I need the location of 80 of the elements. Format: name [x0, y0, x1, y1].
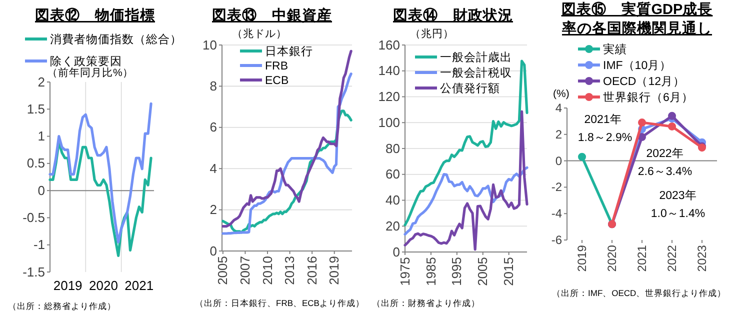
text: （出所：財務省より作成）	[372, 298, 480, 308]
legend-label: 一般会計歳出	[440, 50, 512, 64]
x-tick-label: 2019	[53, 278, 82, 293]
y-tick-label: 60	[386, 166, 400, 182]
legend-label: 一般会計税収	[440, 66, 512, 80]
y-tick-label: 0	[38, 182, 45, 198]
annotation: 2021年	[584, 113, 622, 126]
y-tick-label: 120	[378, 89, 400, 104]
legend-label: 公債発行額	[440, 81, 500, 95]
y-axis-title: (%)	[553, 88, 570, 100]
y-tick-label: 0.5	[26, 156, 45, 171]
y-tick-label: 2	[555, 127, 562, 142]
y-tick-label: 1.5	[26, 101, 45, 116]
x-tick-label: 2005	[475, 257, 490, 286]
y-tick-label: -1.5	[22, 264, 45, 280]
x-tick-label: 2021	[634, 244, 649, 272]
text: （出所：総務省より作成）	[8, 301, 116, 311]
y-tick-label: 6	[210, 120, 217, 135]
annotation: 2.6～3.4%	[638, 166, 692, 178]
x-tick-label: 2023	[694, 244, 709, 272]
y-tick-label: 160	[378, 37, 400, 52]
x-tick-label: 2019	[574, 244, 589, 272]
legend-label: 実績	[603, 42, 627, 56]
legend-label: IMF（10月）	[603, 59, 672, 72]
legend-label: ECB	[265, 75, 289, 87]
y-tick-label: 140	[378, 63, 400, 78]
x-tick-label: 2019	[326, 256, 342, 285]
x-tick-label: 2016	[304, 256, 320, 285]
y-tick-label: 0	[210, 243, 217, 258]
y-tick-label: 0	[555, 154, 562, 168]
x-tick-label: 2022	[664, 244, 679, 272]
y-tick-label: 20	[386, 218, 400, 234]
x-tick-label: 2010	[260, 256, 275, 285]
point	[638, 133, 646, 142]
line-series	[48, 102, 152, 244]
y-tick-label: -0.5	[22, 210, 45, 226]
y-tick-label: -1	[33, 237, 45, 252]
legend-label: 除く政策要因	[50, 55, 122, 68]
x-tick-label: 1985	[423, 257, 438, 286]
y-tick-label: -2	[551, 180, 562, 194]
x-tick-label: 2013	[282, 256, 298, 285]
x-tick-label: 2015	[501, 257, 516, 286]
x-tick-label: 2007	[238, 256, 253, 285]
y-tick-label: -4	[551, 206, 562, 221]
y-tick-label: 2	[38, 74, 45, 90]
legend-label: OECD（12月）	[603, 75, 686, 88]
x-tick-label: 2020	[604, 244, 619, 272]
annotation: 2023年	[659, 189, 697, 202]
x-tick-label: 1975	[397, 257, 412, 286]
y-tick-label: 8	[210, 78, 217, 94]
legend-label: 日本銀行	[265, 45, 313, 58]
y-axis-title: （兆円）	[410, 27, 454, 40]
y-tick-label: 100	[378, 114, 400, 130]
y-tick-label: 1	[38, 128, 45, 144]
text: （出所：日本銀行、FRB、ECBより作成）	[195, 298, 364, 308]
y-tick-label: 2	[210, 202, 217, 218]
y-tick-label: 40	[386, 192, 400, 208]
y-tick-label: 10	[202, 37, 217, 52]
legend-label: 世界銀行（6月）	[603, 91, 694, 104]
annotation: 1.8～2.9%	[578, 132, 632, 144]
point	[638, 118, 646, 127]
x-tick-label: 2020	[89, 278, 118, 293]
point	[668, 122, 676, 130]
y-tick-label: 4	[210, 160, 217, 176]
y-tick-label: 80	[386, 140, 400, 156]
text: （出所：IMF、OECD、世界銀行より作成）	[552, 288, 726, 298]
y-tick-label: 0	[392, 244, 400, 260]
annotation: 2022年	[646, 147, 684, 160]
x-tick-label: 2005	[215, 256, 230, 285]
x-tick-label: 2021	[124, 278, 154, 293]
point	[668, 112, 676, 120]
y-axis-title: （兆ドル）	[232, 27, 287, 40]
y-tick-label: -6	[551, 232, 562, 247]
y-tick-label: 4	[555, 100, 562, 115]
y-axis-title: （前年同月比%）	[47, 66, 134, 79]
point	[578, 152, 586, 161]
legend-label: FRB	[265, 60, 288, 72]
legend-label: 消費者物価指数（総合）	[50, 33, 182, 46]
x-tick-label: 1995	[449, 257, 464, 286]
annotation: 1.0～1.4%	[650, 208, 706, 220]
